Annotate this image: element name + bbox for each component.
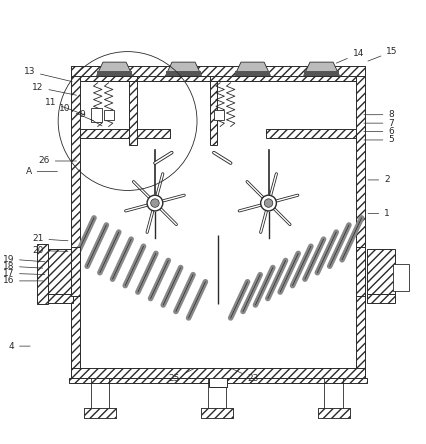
Polygon shape <box>303 71 339 75</box>
Bar <box>266 129 355 138</box>
Text: 15: 15 <box>367 47 397 61</box>
Bar <box>366 250 394 293</box>
Bar <box>317 408 349 418</box>
Text: 6: 6 <box>363 127 393 136</box>
Bar <box>201 408 232 418</box>
Bar <box>46 293 73 303</box>
Bar <box>208 378 227 387</box>
Text: 1: 1 <box>367 209 389 218</box>
Bar <box>355 66 365 378</box>
Bar <box>104 110 113 120</box>
Text: 12: 12 <box>32 83 76 95</box>
Bar <box>392 264 408 291</box>
Bar <box>84 408 115 418</box>
Bar <box>317 408 349 418</box>
Polygon shape <box>234 71 270 75</box>
Bar <box>71 369 365 378</box>
Bar <box>209 75 355 81</box>
Circle shape <box>264 199 272 207</box>
Circle shape <box>150 199 159 207</box>
Text: 23: 23 <box>230 369 258 383</box>
Bar <box>84 408 115 418</box>
Text: 5: 5 <box>363 135 393 144</box>
Text: 14: 14 <box>336 49 363 63</box>
Bar <box>90 107 102 122</box>
Text: 13: 13 <box>23 67 72 82</box>
Polygon shape <box>165 71 201 75</box>
Polygon shape <box>165 62 201 75</box>
Bar <box>80 129 170 138</box>
Bar <box>80 75 355 81</box>
Text: 18: 18 <box>3 262 43 271</box>
Bar <box>209 81 217 146</box>
Text: 2: 2 <box>367 175 389 184</box>
Bar <box>71 247 80 296</box>
Text: 7: 7 <box>363 119 393 127</box>
Text: 21: 21 <box>32 234 68 243</box>
Bar <box>71 66 365 378</box>
Text: 26: 26 <box>38 156 76 166</box>
Bar <box>201 408 232 418</box>
Bar <box>37 244 48 304</box>
Text: 17: 17 <box>3 269 45 278</box>
Text: A: A <box>26 167 58 176</box>
Circle shape <box>260 195 276 211</box>
Bar <box>71 66 80 378</box>
Text: 8: 8 <box>363 110 393 119</box>
Bar <box>366 293 394 303</box>
Polygon shape <box>96 71 132 75</box>
Bar <box>213 110 224 120</box>
Text: 19: 19 <box>3 254 45 264</box>
Text: 11: 11 <box>44 98 85 115</box>
Bar <box>46 250 73 293</box>
Text: 10: 10 <box>59 104 93 121</box>
Text: 4: 4 <box>9 341 30 351</box>
Text: 16: 16 <box>3 277 43 285</box>
Bar <box>80 75 136 81</box>
Polygon shape <box>234 62 270 75</box>
Circle shape <box>147 195 162 211</box>
Text: 20: 20 <box>32 246 68 255</box>
Bar <box>355 247 365 296</box>
Text: 25: 25 <box>168 369 194 383</box>
Polygon shape <box>303 62 339 75</box>
Bar <box>69 378 366 383</box>
Bar <box>129 81 136 146</box>
Polygon shape <box>96 62 132 75</box>
Bar <box>71 66 365 75</box>
Text: 9: 9 <box>80 110 102 126</box>
